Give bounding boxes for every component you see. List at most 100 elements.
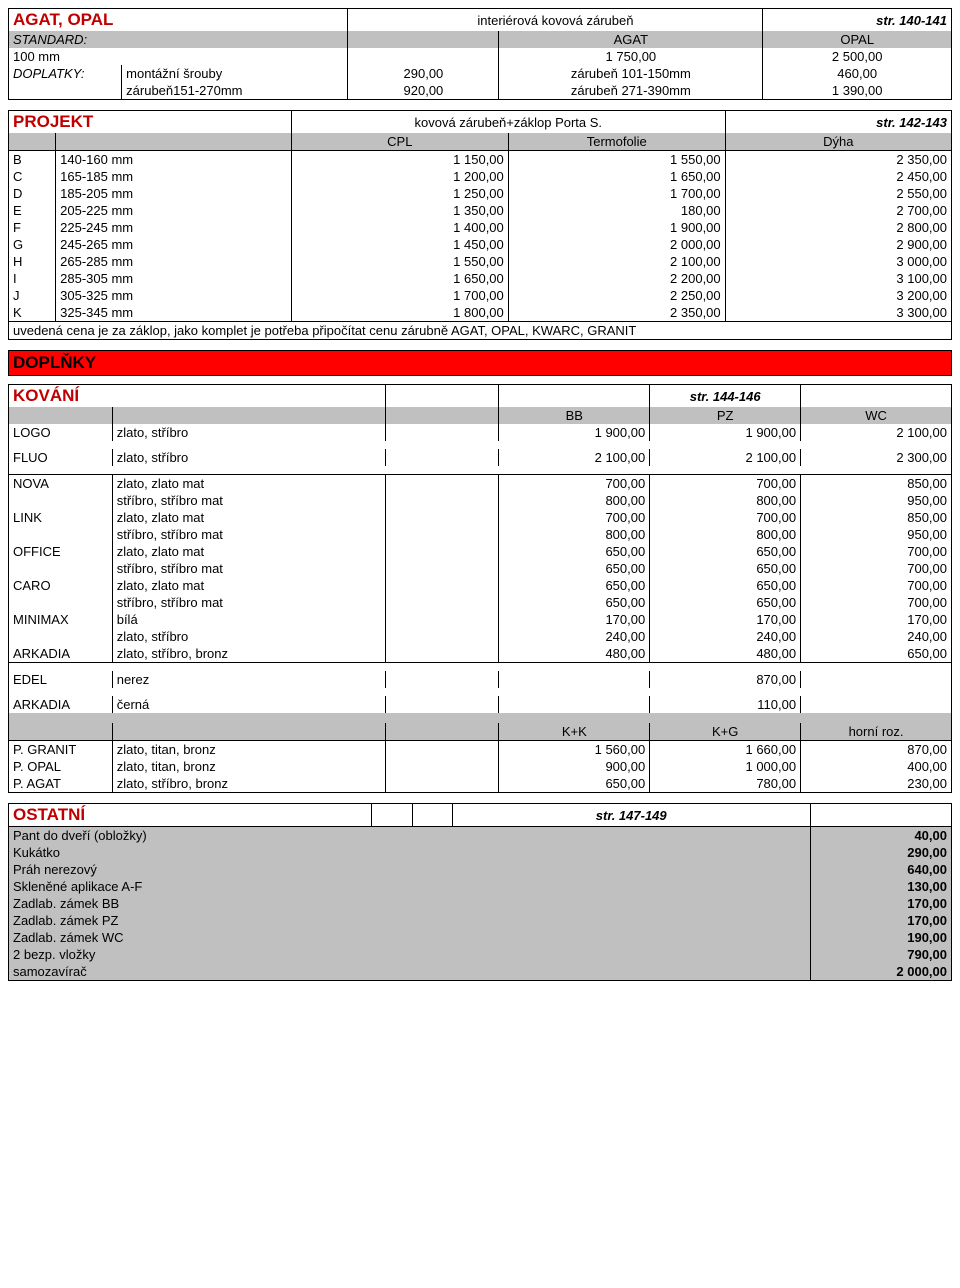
kovani-bcol: horní roz. <box>801 723 952 741</box>
row-key: EDEL <box>9 671 113 688</box>
row-val: 1 900,00 <box>650 424 801 441</box>
ostatni-table: OSTATNÍ str. 147-149 Pant do dveří (oblo… <box>8 803 952 981</box>
dop-v2: 460,00 <box>763 65 952 82</box>
row-val: 2 250,00 <box>508 287 725 304</box>
row-val: 790,00 <box>810 946 951 963</box>
row-key: K <box>9 304 56 322</box>
dop-label: zárubeň151-270mm <box>122 82 348 100</box>
row-desc: Zadlab. zámek PZ <box>9 912 811 929</box>
row-desc: stříbro, stříbro mat <box>112 560 385 577</box>
row-val: 40,00 <box>810 827 951 845</box>
agat-title: AGAT, OPAL <box>13 10 113 29</box>
projekt-subtitle: kovová zárubeň+záklop Porta S. <box>291 111 725 134</box>
row-val: 2 350,00 <box>725 151 951 169</box>
dop-mid: zárubeň 271-390mm <box>499 82 763 100</box>
row-val: 290,00 <box>810 844 951 861</box>
row-key: F <box>9 219 56 236</box>
row-val: 2 350,00 <box>508 304 725 322</box>
row-val: 2 100,00 <box>508 253 725 270</box>
row-range: 225-245 mm <box>56 219 292 236</box>
row-range: 185-205 mm <box>56 185 292 202</box>
row-range: 165-185 mm <box>56 168 292 185</box>
kovani-title: KOVÁNÍ <box>13 386 79 405</box>
row-key: B <box>9 151 56 169</box>
row-val: 2 550,00 <box>725 185 951 202</box>
projekt-col: Dýha <box>725 133 951 151</box>
row-val: 650,00 <box>801 645 952 663</box>
agat-table: AGAT, OPAL interiérová kovová zárubeň st… <box>8 8 952 100</box>
row-val: 3 200,00 <box>725 287 951 304</box>
row-desc: zlato, zlato mat <box>112 475 385 493</box>
row-val: 1 550,00 <box>508 151 725 169</box>
row-range: 325-345 mm <box>56 304 292 322</box>
row-range: 265-285 mm <box>56 253 292 270</box>
row-val: 700,00 <box>801 560 952 577</box>
standard-col-opal: OPAL <box>763 31 952 48</box>
row-desc: bílá <box>112 611 385 628</box>
row-desc: stříbro, stříbro mat <box>112 594 385 611</box>
row-desc: samozavírač <box>9 963 811 981</box>
row-val: 1 800,00 <box>291 304 508 322</box>
row-key: I <box>9 270 56 287</box>
row-val: 170,00 <box>801 611 952 628</box>
row-val: 850,00 <box>801 475 952 493</box>
row-val: 3 000,00 <box>725 253 951 270</box>
row-val: 900,00 <box>499 758 650 775</box>
row-key: D <box>9 185 56 202</box>
projekt-col: CPL <box>291 133 508 151</box>
row-val: 2 300,00 <box>801 449 952 466</box>
row-val: 170,00 <box>650 611 801 628</box>
row-val: 1 200,00 <box>291 168 508 185</box>
row-val: 1 450,00 <box>291 236 508 253</box>
dop-v2: 1 390,00 <box>763 82 952 100</box>
kovani-bcol: K+K <box>499 723 650 741</box>
kovani-col: WC <box>801 407 952 424</box>
row-val: 2 100,00 <box>499 449 650 466</box>
row-key: ARKADIA <box>9 696 113 713</box>
row-key <box>9 628 113 645</box>
row-val: 3 100,00 <box>725 270 951 287</box>
row-key: P. GRANIT <box>9 741 113 759</box>
row-key <box>9 594 113 611</box>
r100-v2: 2 500,00 <box>763 48 952 65</box>
row-desc: zlato, zlato mat <box>112 509 385 526</box>
row-desc: zlato, stříbro <box>112 424 385 441</box>
row-range: 285-305 mm <box>56 270 292 287</box>
row-val: 700,00 <box>801 594 952 611</box>
row-val: 170,00 <box>810 895 951 912</box>
row-desc: zlato, stříbro, bronz <box>112 775 385 793</box>
row-range: 205-225 mm <box>56 202 292 219</box>
row-range: 140-160 mm <box>56 151 292 169</box>
standard-col-agat: AGAT <box>499 31 763 48</box>
doplatky-label: DOPLATKY: <box>9 65 122 82</box>
row-val: 480,00 <box>650 645 801 663</box>
row-val: 850,00 <box>801 509 952 526</box>
projekt-note: uvedená cena je za záklop, jako komplet … <box>9 322 952 340</box>
row-val: 1 250,00 <box>291 185 508 202</box>
row-val: 1 560,00 <box>499 741 650 759</box>
row-desc: zlato, titan, bronz <box>112 741 385 759</box>
row-val: 700,00 <box>801 577 952 594</box>
row-desc: zlato, stříbro <box>112 449 385 466</box>
ostatni-title: OSTATNÍ <box>13 805 85 824</box>
row-desc: Zadlab. zámek WC <box>9 929 811 946</box>
row-key: C <box>9 168 56 185</box>
row-val: 2 800,00 <box>725 219 951 236</box>
row-key: J <box>9 287 56 304</box>
projekt-table: PROJEKT kovová zárubeň+záklop Porta S. s… <box>8 110 952 340</box>
row-desc: zlato, stříbro <box>112 628 385 645</box>
row-val: 650,00 <box>499 577 650 594</box>
row-val: 2 700,00 <box>725 202 951 219</box>
row-desc: stříbro, stříbro mat <box>112 526 385 543</box>
row-key <box>9 492 113 509</box>
kovani-col: PZ <box>650 407 801 424</box>
row-val: 240,00 <box>801 628 952 645</box>
row-val: 1 000,00 <box>650 758 801 775</box>
row-val: 870,00 <box>801 741 952 759</box>
row-val: 1 700,00 <box>291 287 508 304</box>
row-val: 1 150,00 <box>291 151 508 169</box>
row-val: 650,00 <box>650 543 801 560</box>
row-val: 700,00 <box>650 475 801 493</box>
row-key: P. OPAL <box>9 758 113 775</box>
ostatni-page: str. 147-149 <box>452 804 810 827</box>
